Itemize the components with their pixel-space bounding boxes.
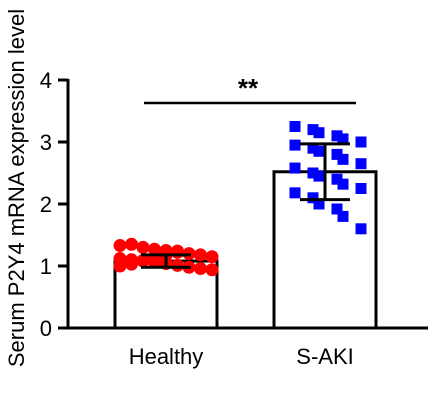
data-point-s-aki [313, 127, 325, 139]
data-point-s-aki [289, 187, 301, 199]
data-point-healthy [113, 239, 127, 253]
data-point-healthy [194, 248, 207, 262]
x-category-labels: Healthy S-AKI [129, 344, 354, 369]
data-point-healthy [171, 258, 184, 272]
data-point-healthy [125, 257, 138, 271]
data-point-s-aki [355, 158, 367, 170]
data-point-s-aki [307, 167, 319, 179]
data-point-healthy [205, 263, 219, 277]
data-point-s-aki [313, 198, 325, 210]
data-point-s-aki [313, 145, 325, 157]
data-point-healthy [125, 237, 138, 251]
category-label-s-aki: S-AKI [296, 344, 353, 369]
data-point-s-aki [331, 203, 343, 215]
data-point-s-aki [289, 139, 301, 151]
significance-annotation: ** [144, 73, 356, 105]
data-point-s-aki [355, 183, 367, 194]
data-point-healthy [194, 261, 207, 275]
data-point-s-aki [307, 124, 319, 136]
y-tick-label: 3 [40, 130, 52, 155]
data-point-s-aki [355, 223, 367, 235]
data-point-healthy [205, 250, 219, 264]
data-point-s-aki [337, 178, 349, 190]
data-point-healthy [136, 240, 150, 254]
y-tick-label: 4 [40, 68, 52, 93]
data-point-s-aki [307, 192, 319, 204]
category-label-healthy: Healthy [129, 344, 204, 369]
data-point-s-aki [337, 153, 349, 165]
data-point-s-aki [289, 121, 301, 132]
y-tick-label: 0 [40, 316, 52, 341]
y-axis-label: Serum P2Y4 mRNA expression level [4, 9, 29, 367]
data-point-s-aki [337, 133, 349, 145]
data-point-healthy [136, 253, 150, 267]
data-point-s-aki [331, 173, 343, 185]
error-bars [141, 142, 350, 269]
y-tick-label: 1 [40, 254, 52, 279]
significance-label: ** [238, 73, 259, 103]
data-point-s-aki [313, 170, 325, 182]
data-point-s-aki [355, 136, 367, 148]
data-point-s-aki [331, 148, 343, 160]
data-point-s-aki [289, 162, 301, 174]
y-tick-label: 2 [40, 192, 52, 217]
y-ticks: 0 1 2 3 4 [40, 68, 68, 341]
data-point-s-aki [337, 210, 349, 222]
data-point-s-aki [307, 142, 319, 154]
data-point-healthy [113, 259, 127, 273]
data-points [113, 121, 367, 277]
data-point-s-aki [331, 130, 343, 142]
